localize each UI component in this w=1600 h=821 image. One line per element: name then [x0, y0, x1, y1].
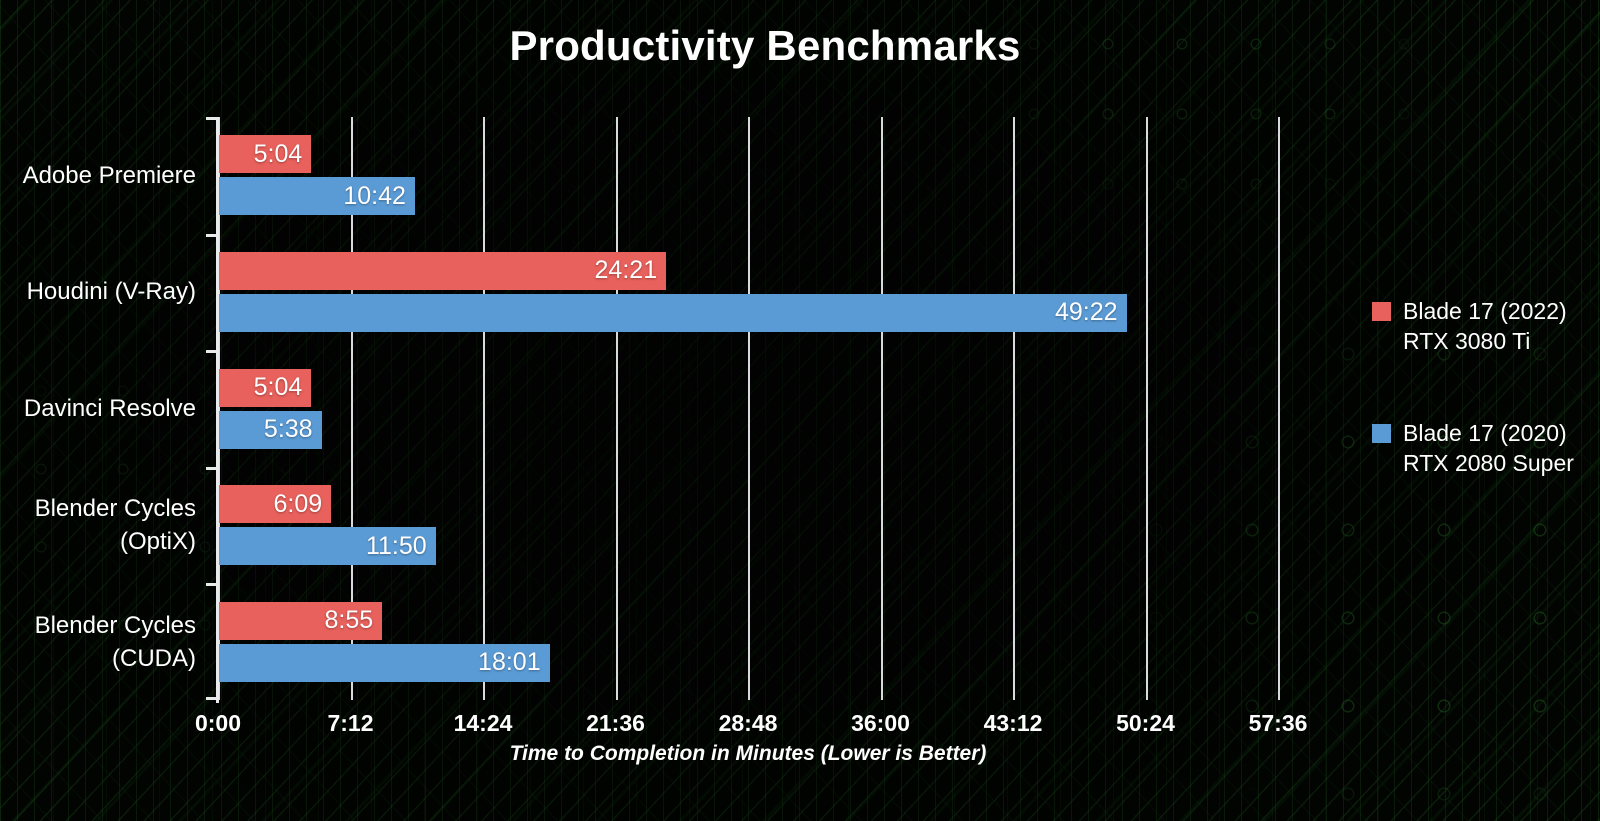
bar-blade-2020: 5:38	[218, 410, 322, 449]
legend-item-blade-2022: Blade 17 (2022) RTX 3080 Ti	[1372, 296, 1574, 356]
category-label-line: (OptiX)	[119, 528, 196, 556]
x-tick-label-14-24: 14:24	[453, 710, 513, 736]
category-label-davinci-resolve: Davinci Resolve	[0, 392, 196, 425]
legend-label-line: Blade 17 (2020)	[1403, 420, 1567, 446]
red-swatch	[1372, 302, 1391, 321]
category-label-adobe-premiere: Adobe Premiere	[0, 159, 196, 192]
category-label-blender-cycles-cuda: Blender Cycles (CUDA)	[0, 609, 196, 675]
legend-item-blade-2020: Blade 17 (2020) RTX 2080 Super	[1372, 418, 1574, 478]
gridline-36-00	[880, 117, 883, 700]
category-label-line: Davinci Resolve	[23, 395, 196, 422]
gridline-28-48	[748, 117, 750, 700]
y-axis-end-tick	[206, 117, 217, 120]
bar-value-label: 5:38	[263, 415, 313, 443]
y-axis-tick	[206, 350, 217, 354]
gridline-57-36	[1278, 117, 1280, 700]
legend-label-line: RTX 3080 Ti	[1403, 328, 1531, 354]
bar-blade-2020: 11:50	[218, 527, 436, 566]
y-axis-tick	[206, 233, 217, 237]
gridline-43-12	[1013, 117, 1015, 700]
x-tick-label-28-48: 28:48	[718, 710, 778, 736]
bar-blade-2022: 5:04	[218, 135, 312, 174]
bar-value-label: 18:01	[478, 648, 541, 677]
chart-legend: Blade 17 (2022) RTX 3080 Ti Blade 17 (2020…	[1372, 296, 1574, 540]
bar-blade-2020: 18:01	[218, 643, 550, 682]
y-axis-tick	[206, 466, 217, 470]
category-label-blender-cycles-optix: Blender Cycles (OptiX)	[0, 492, 196, 558]
blue-swatch	[1372, 424, 1391, 443]
legend-label: Blade 17 (2020) RTX 2080 Super	[1403, 418, 1574, 478]
bar-value-label: 5:04	[253, 139, 303, 168]
x-tick-label-36-00: 36:00	[851, 710, 910, 736]
legend-label-line: Blade 17 (2022)	[1403, 298, 1567, 324]
category-label-line: Blender Cycles	[34, 495, 196, 523]
y-axis-tick	[206, 583, 217, 587]
bar-blade-2022: 6:09	[218, 485, 332, 524]
bar-blade-2022: 8:55	[218, 601, 383, 640]
x-tick-label-21-36: 21:36	[586, 710, 645, 736]
bar-value-label: 8:55	[324, 606, 374, 635]
x-tick-label-7-12: 7:12	[327, 710, 374, 736]
bar-value-label: 24:21	[594, 256, 658, 285]
bar-value-label: 11:50	[365, 531, 427, 560]
x-tick-label-57-36: 57:36	[1248, 710, 1308, 736]
bar-value-label: 49:22	[1054, 298, 1118, 327]
category-label-line: (CUDA)	[112, 644, 196, 672]
bar-blade-2022: 24:21	[218, 251, 667, 290]
y-axis-end-tick	[206, 697, 217, 700]
bar-blade-2022: 5:04	[218, 368, 312, 407]
bar-blade-2020: 10:42	[218, 177, 415, 216]
bar-value-label: 10:42	[343, 181, 406, 210]
category-label-houdini-v-ray: Houdini (V-Ray)	[0, 275, 196, 308]
bar-blade-2020: 49:22	[218, 293, 1127, 332]
legend-label: Blade 17 (2022) RTX 3080 Ti	[1403, 296, 1567, 356]
gridline-14-24	[483, 117, 485, 700]
legend-label-line: RTX 2080 Super	[1403, 450, 1574, 476]
x-tick-label-0-00: 0:00	[194, 710, 242, 736]
x-tick-label-50-24: 50:24	[1116, 710, 1175, 736]
category-label-line: Houdini (V-Ray)	[26, 278, 196, 306]
gridline-50-24	[1145, 117, 1148, 700]
plot-area: 5:04 10:42 24:21 49:22 5:04 5:38 6:09 11:50 8:55…	[218, 117, 1280, 700]
category-label-line: Adobe Premiere	[22, 161, 196, 189]
bar-value-label: 5:04	[253, 373, 303, 401]
category-label-line: Blender Cycles	[34, 611, 196, 639]
x-axis-title: Time to Completion in Minutes (Lower is …	[509, 742, 987, 765]
chart-title: Productivity Benchmarks	[509, 22, 1021, 69]
x-tick-label-43-12: 43:12	[983, 710, 1043, 736]
y-axis-line	[216, 117, 219, 703]
gridline-21-36	[615, 117, 618, 700]
bar-value-label: 6:09	[273, 489, 323, 518]
